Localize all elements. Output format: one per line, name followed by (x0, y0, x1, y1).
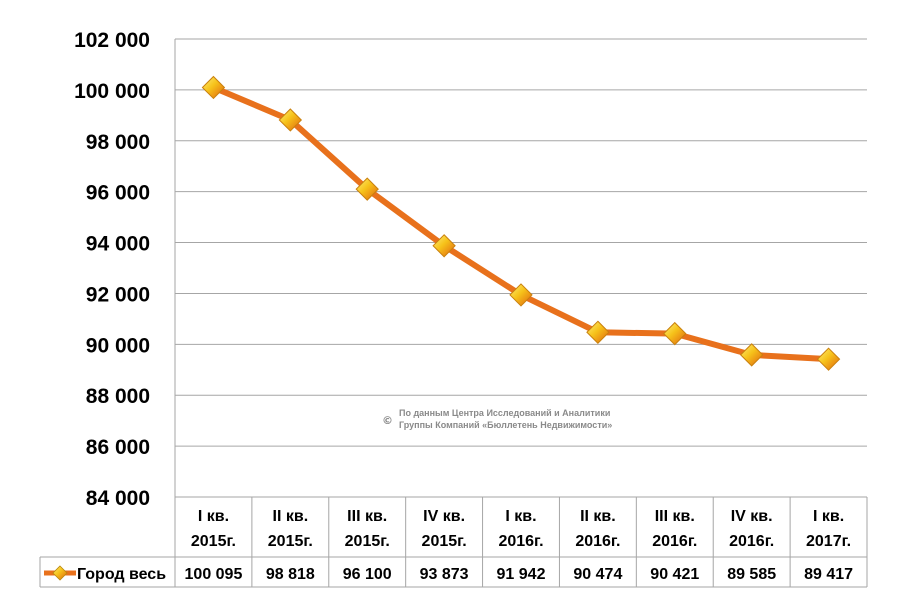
x-category-label: II кв. (580, 508, 616, 525)
table-value-cell: 90 421 (650, 566, 699, 583)
series-layer (201, 75, 841, 371)
series-line (210, 84, 832, 363)
x-category-label: III кв. (655, 508, 695, 525)
y-tick-label: 100 000 (74, 80, 150, 103)
table-value-cell: 91 942 (497, 566, 546, 583)
y-tick-label: 92 000 (86, 283, 150, 306)
data-point-marker (278, 108, 303, 132)
y-tick-label: 86 000 (86, 436, 150, 459)
source-annotation: © По данным Центра Исследований и Аналит… (382, 408, 612, 430)
data-point-marker (432, 234, 456, 258)
y-tick-label: 96 000 (86, 182, 150, 205)
source-note-line-2: Группы Компаний «Бюллетень Недвижимости» (399, 420, 612, 430)
table-value-cell: 90 474 (573, 566, 622, 583)
x-category-year: 2015г. (268, 533, 313, 550)
data-point-marker (509, 283, 533, 307)
x-category-year: 2015г. (345, 533, 390, 550)
legend-marker (52, 565, 68, 581)
y-axis-ticks: 102 000 100 000 98 000 96 000 94 000 92 000 90… (74, 29, 150, 510)
x-category-year: 2016г. (652, 533, 697, 550)
data-point-marker (586, 320, 610, 344)
y-tick-label: 84 000 (86, 487, 150, 510)
x-category-year: 2015г. (422, 533, 467, 550)
x-category-label: IV кв. (731, 508, 773, 525)
table-value-cell: 89 585 (727, 566, 776, 583)
source-note-line-1: По данным Центра Исследований и Аналитик… (399, 408, 610, 418)
data-point-marker (663, 321, 687, 346)
x-category-year: 2016г. (575, 533, 620, 550)
table-value-cell: 89 417 (804, 566, 853, 583)
x-category-label: IV кв. (423, 508, 465, 525)
x-category-label: II кв. (273, 508, 309, 525)
x-category-year: 2015г. (191, 533, 236, 550)
table-value-cell: 96 100 (343, 566, 392, 583)
y-tick-label: 102 000 (74, 29, 150, 52)
y-tick-label: 94 000 (86, 233, 150, 256)
data-point-marker (201, 75, 226, 100)
x-category-year: 2016г. (498, 533, 543, 550)
x-category-year: 2017г. (806, 533, 851, 550)
data-point-marker (816, 347, 841, 371)
x-category-label: I кв. (813, 508, 844, 525)
x-category-label: III кв. (347, 508, 387, 525)
x-category-year: 2016г. (729, 533, 774, 550)
x-category-label: I кв. (198, 508, 229, 525)
data-point-marker (355, 177, 379, 201)
table-value-cell: 100 095 (185, 566, 243, 583)
x-category-label: I кв. (505, 508, 536, 525)
y-tick-label: 88 000 (86, 385, 150, 408)
y-tick-label: 98 000 (86, 131, 150, 154)
y-tick-label: 90 000 (86, 334, 150, 357)
table-value-cell: 98 818 (266, 566, 315, 583)
data-table: I кв. 2015г. 100 095 II кв. 2015г. 98 818 III … (39, 496, 868, 588)
legend-label: Город весь (77, 566, 166, 583)
data-point-marker (739, 343, 764, 367)
copyright-symbol: © (382, 414, 393, 427)
table-value-cell: 93 873 (420, 566, 469, 583)
